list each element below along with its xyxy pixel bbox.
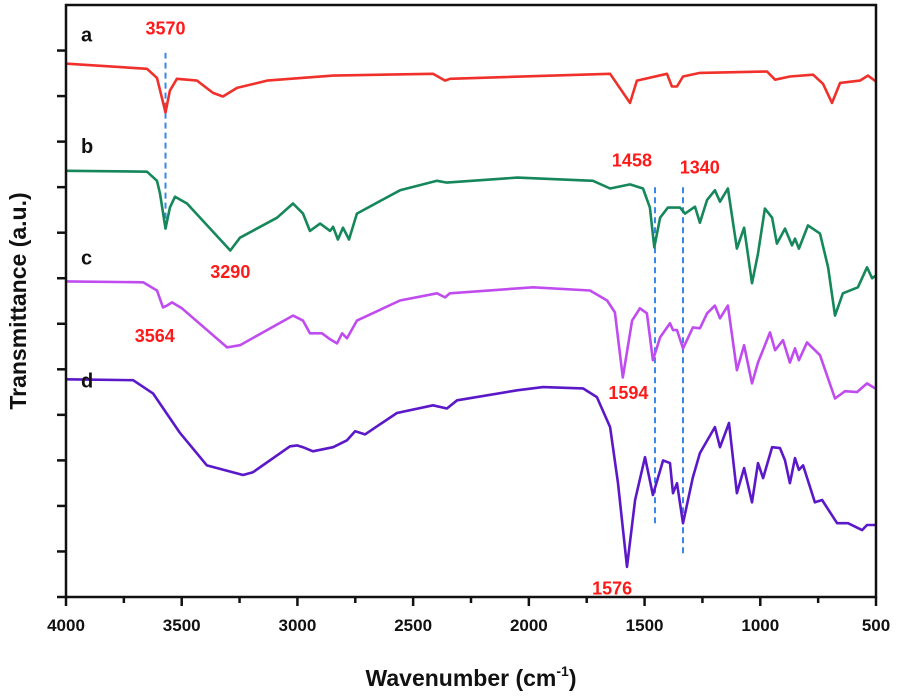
series-label-b: b bbox=[81, 136, 93, 158]
x-tick-label: 1000 bbox=[741, 616, 779, 635]
series-label-d: d bbox=[81, 371, 93, 393]
x-axis: 4000 3500 3000 2500 2000 1500 1000 500 bbox=[47, 597, 890, 635]
reference-lines bbox=[164, 52, 684, 554]
spectrum-line-b bbox=[66, 169, 877, 317]
peak-label: 1340 bbox=[680, 157, 720, 177]
peak-label: 1576 bbox=[592, 579, 632, 599]
spectrum-line-d bbox=[66, 378, 876, 569]
peak-label: 1458 bbox=[612, 151, 652, 171]
y-axis bbox=[57, 49, 66, 599]
spectrum-line-a bbox=[66, 62, 877, 114]
x-tick-label: 2000 bbox=[510, 616, 548, 635]
y-axis-title: Transmittance (a.u.) bbox=[5, 192, 31, 409]
peak-label: 3564 bbox=[135, 326, 175, 346]
peak-label: 1594 bbox=[608, 383, 648, 403]
series-label-a: a bbox=[81, 24, 93, 46]
peak-label: 3570 bbox=[145, 19, 185, 39]
series-labels: a b c d bbox=[81, 24, 93, 392]
peak-label: 3290 bbox=[210, 262, 250, 282]
spectrum-line-c bbox=[66, 280, 876, 400]
x-tick-label: 2500 bbox=[394, 616, 432, 635]
spectra bbox=[66, 62, 877, 569]
x-tick-label: 500 bbox=[862, 616, 890, 635]
x-axis-title: Wavenumber (cm-1) bbox=[366, 663, 577, 691]
plot-frame bbox=[64, 3, 878, 599]
x-tick-label: 1500 bbox=[626, 616, 664, 635]
series-label-c: c bbox=[81, 248, 92, 270]
x-tick-label: 3000 bbox=[279, 616, 317, 635]
x-tick-label: 3500 bbox=[163, 616, 201, 635]
peak-annotations: 3570 3290 3564 1458 1340 1594 1576 bbox=[135, 19, 720, 599]
x-tick-label: 4000 bbox=[47, 616, 85, 635]
